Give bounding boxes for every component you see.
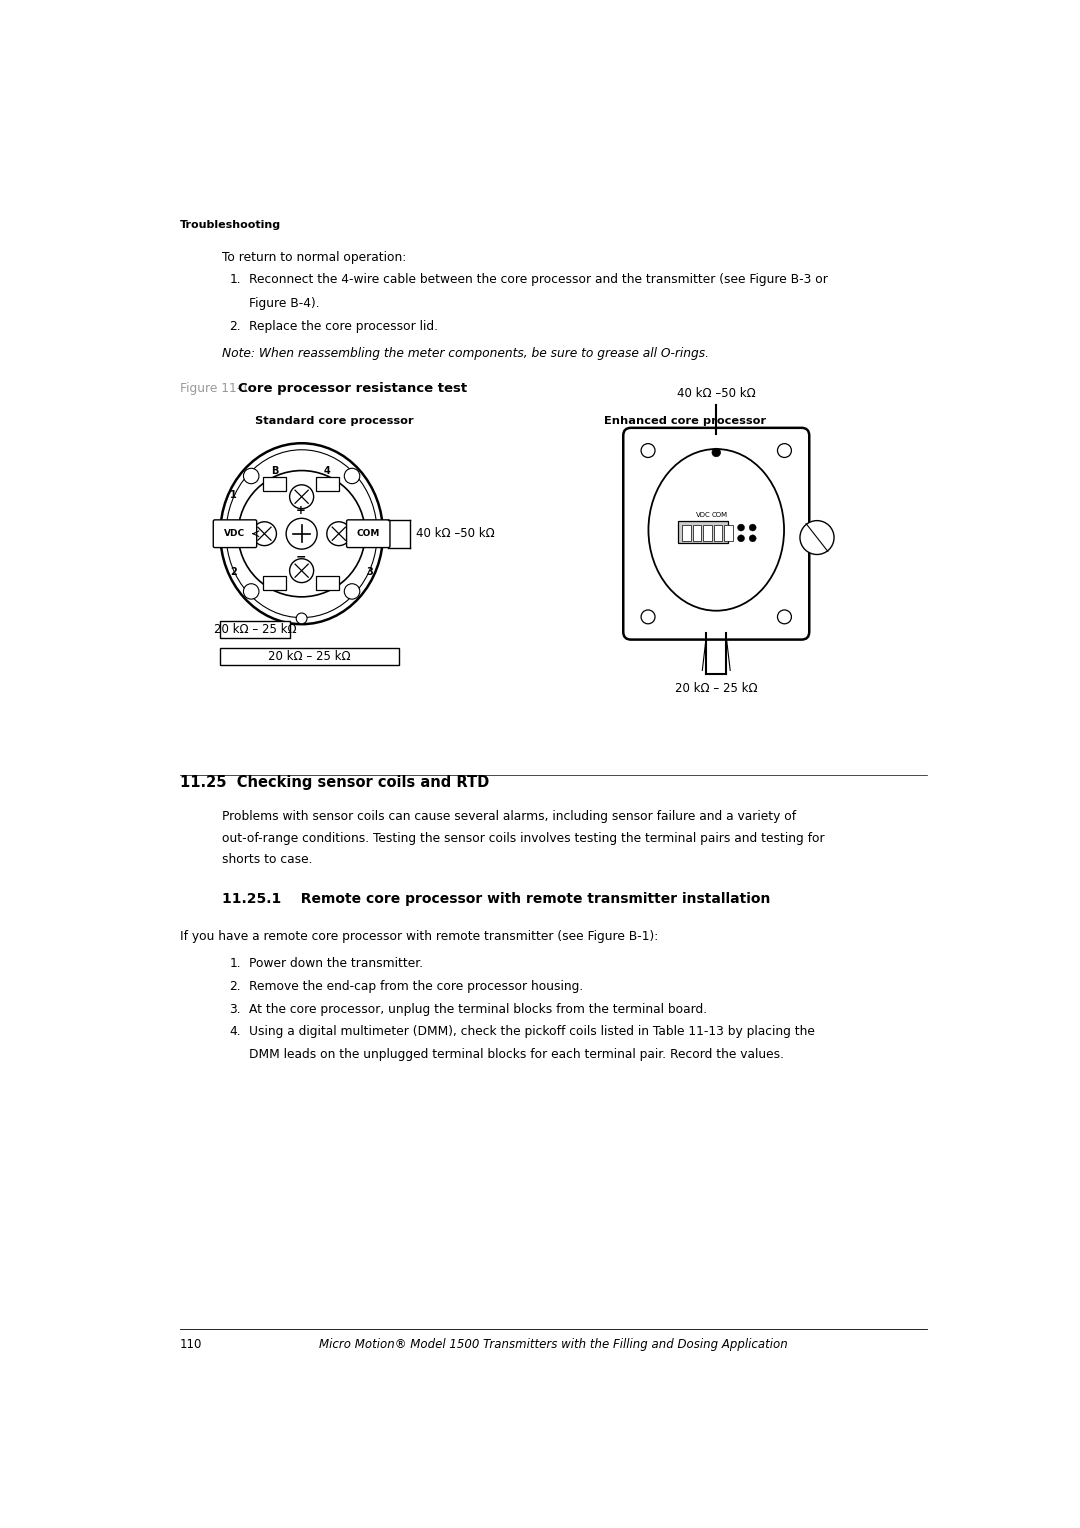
Bar [262,477,286,492]
Text: Power down the transmitter.: Power down the transmitter. [248,957,423,970]
Text: Using a digital multimeter (DMM), check the pickoff coils listed in Table 11-13 : Using a digital multimeter (DMM), check … [248,1025,814,1039]
Text: 3: 3 [366,567,374,578]
Circle shape [345,584,360,599]
Text: 4.: 4. [230,1025,241,1039]
Text: 2.: 2. [230,979,241,993]
Text: Figure 11-1: Figure 11-1 [180,382,249,396]
Circle shape [286,518,318,549]
Circle shape [345,468,360,484]
Text: DMM leads on the unplugged terminal blocks for each terminal pair. Record the va: DMM leads on the unplugged terminal bloc… [248,1048,784,1060]
Bar [677,521,728,542]
Text: Remove the end-cap from the core processor housing.: Remove the end-cap from the core process… [248,979,583,993]
Text: 40 kΩ –50 kΩ: 40 kΩ –50 kΩ [677,387,756,400]
Text: 4: 4 [324,466,330,475]
Text: VDC: VDC [225,529,245,538]
Bar [703,526,712,541]
Text: 1.: 1. [230,957,241,970]
Ellipse shape [220,443,383,623]
Text: shorts to case.: shorts to case. [221,853,312,866]
Bar [724,526,732,541]
Circle shape [243,584,259,599]
Text: Figure B-4).: Figure B-4). [248,296,320,310]
Bar [220,648,399,665]
Text: If you have a remote core processor with remote transmitter (see Figure B-1):: If you have a remote core processor with… [180,931,658,943]
Circle shape [642,443,656,457]
Text: Reconnect the 4-wire cable between the core processor and the transmitter (see F: Reconnect the 4-wire cable between the c… [248,274,827,286]
Ellipse shape [648,449,784,611]
FancyBboxPatch shape [623,428,809,640]
Text: 1.: 1. [230,274,241,286]
Circle shape [642,610,656,623]
Text: Core processor resistance test: Core processor resistance test [238,382,468,396]
Bar [262,576,286,590]
Text: 20 kΩ – 25 kΩ: 20 kΩ – 25 kΩ [675,681,757,695]
Text: Enhanced core processor: Enhanced core processor [604,416,766,426]
Text: out-of-range conditions. Testing the sensor coils involves testing the terminal : out-of-range conditions. Testing the sen… [221,831,824,845]
Text: 20 kΩ – 25 kΩ: 20 kΩ – 25 kΩ [268,649,351,663]
Text: 11.25  Checking sensor coils and RTD: 11.25 Checking sensor coils and RTD [180,775,489,790]
Text: Replace the core processor lid.: Replace the core processor lid. [248,319,437,333]
Ellipse shape [226,449,377,617]
Circle shape [238,471,365,597]
Bar [683,526,691,541]
Circle shape [738,524,744,532]
Text: Troubleshooting: Troubleshooting [180,220,281,231]
Text: COM: COM [712,512,728,518]
Circle shape [253,521,276,545]
Circle shape [800,521,834,555]
Circle shape [327,521,351,545]
Circle shape [289,484,313,509]
Circle shape [778,443,792,457]
Text: Problems with sensor coils can cause several alarms, including sensor failure an: Problems with sensor coils can cause sev… [221,810,796,824]
Text: COM: COM [356,529,380,538]
Circle shape [243,468,259,484]
Text: 110: 110 [180,1339,202,1351]
Text: 3.: 3. [230,1002,241,1016]
Circle shape [289,559,313,582]
Circle shape [738,535,744,542]
Bar [220,620,291,637]
Text: B: B [271,466,279,475]
Text: At the core processor, unplug the terminal blocks from the terminal board.: At the core processor, unplug the termin… [248,1002,707,1016]
Text: Standard core processor: Standard core processor [255,416,414,426]
Text: 11.25.1    Remote core processor with remote transmitter installation: 11.25.1 Remote core processor with remot… [221,892,770,906]
Text: 40 kΩ –50 kΩ: 40 kΩ –50 kΩ [416,527,495,541]
Text: 2.: 2. [230,319,241,333]
Text: VDC: VDC [697,512,711,518]
Circle shape [750,535,756,542]
Bar [714,526,723,541]
Text: 20 kΩ – 25 kΩ: 20 kΩ – 25 kΩ [214,623,296,636]
Text: To return to normal operation:: To return to normal operation: [221,251,406,264]
Text: +: + [296,504,306,516]
Text: −: − [296,550,306,564]
FancyBboxPatch shape [347,520,390,547]
Text: Micro Motion® Model 1500 Transmitters with the Filling and Dosing Application: Micro Motion® Model 1500 Transmitters wi… [319,1339,788,1351]
Circle shape [750,524,756,532]
Circle shape [778,610,792,623]
Bar [315,477,339,492]
Text: 2: 2 [230,567,237,578]
FancyBboxPatch shape [213,520,257,547]
Circle shape [296,613,307,623]
Circle shape [712,448,720,457]
Text: 1: 1 [230,490,237,500]
Text: Note: When reassembling the meter components, be sure to grease all O-rings.: Note: When reassembling the meter compon… [221,347,708,359]
Bar [692,526,701,541]
Bar [315,576,339,590]
